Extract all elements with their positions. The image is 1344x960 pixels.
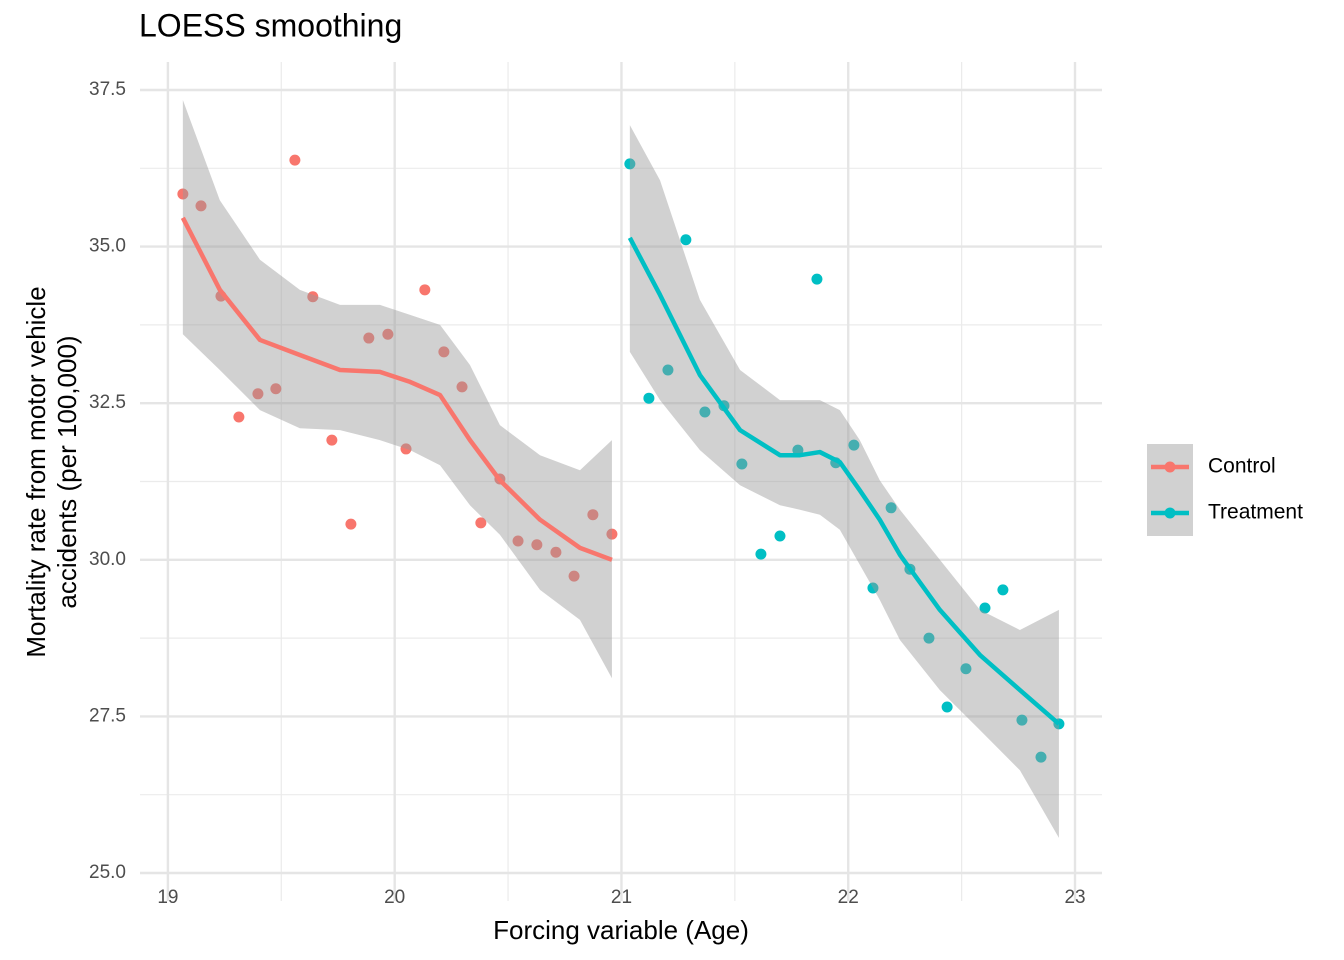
y-tick-label: 35.0: [89, 236, 126, 257]
y-axis-title-line: accidents (per 100,000): [52, 335, 82, 608]
point: [811, 273, 823, 285]
point: [382, 328, 394, 340]
point: [941, 701, 953, 713]
legend-key-background: [1147, 444, 1193, 536]
point: [177, 188, 189, 200]
point: [979, 602, 991, 614]
loess-line: [180, 216, 613, 562]
point: [923, 632, 935, 644]
y-tick-label: 30.0: [89, 549, 126, 570]
point: [885, 502, 897, 514]
y-tick-label: 25.0: [89, 862, 126, 883]
point: [568, 570, 580, 582]
point: [867, 582, 879, 594]
point: [587, 509, 599, 521]
point: [345, 518, 357, 530]
point: [997, 584, 1009, 596]
x-tick-label: 23: [1064, 887, 1085, 908]
legend-label: Treatment: [1208, 501, 1303, 524]
point: [400, 443, 412, 455]
x-axis-title: Forcing variable (Age): [493, 915, 749, 945]
point: [326, 434, 338, 446]
confidence-ribbon: [629, 125, 1059, 838]
point: [475, 517, 487, 529]
y-tick-label: 27.5: [89, 705, 126, 726]
y-tick-label: 37.5: [89, 79, 126, 100]
point: [1016, 714, 1028, 726]
point: [456, 381, 468, 393]
point: [680, 234, 692, 246]
y-axis-title: Mortality rate from motor vehicle accide…: [21, 286, 82, 657]
point: [662, 364, 674, 376]
x-tick-label: 20: [384, 887, 405, 908]
point: [233, 411, 245, 423]
x-tick-label: 22: [838, 887, 859, 908]
loess-line: [627, 236, 1061, 726]
point: [270, 383, 282, 395]
point: [252, 388, 264, 400]
x-tick-label: 21: [611, 887, 632, 908]
point: [643, 392, 655, 404]
chart-title: LOESS smoothing: [139, 7, 402, 43]
y-tick-label: 32.5: [89, 392, 126, 413]
point: [960, 663, 972, 675]
point: [419, 284, 431, 296]
point: [550, 546, 562, 558]
point: [774, 530, 786, 542]
confidence-ribbon: [182, 100, 612, 679]
point: [624, 158, 636, 170]
point: [755, 548, 767, 560]
point: [736, 458, 748, 470]
point: [438, 346, 450, 358]
point: [848, 439, 860, 451]
y-axis-title-line: Mortality rate from motor vehicle: [21, 286, 51, 657]
point: [606, 528, 618, 540]
legend-key-point: [1164, 461, 1176, 473]
point: [363, 332, 375, 344]
legend-label: Control: [1208, 455, 1276, 478]
x-tick-label: 19: [157, 887, 178, 908]
point: [195, 200, 207, 212]
legend-key-point: [1164, 507, 1176, 519]
point: [1035, 751, 1047, 763]
point: [307, 291, 319, 303]
point: [289, 154, 301, 166]
point: [699, 406, 711, 418]
point: [531, 539, 543, 551]
point: [512, 535, 524, 547]
